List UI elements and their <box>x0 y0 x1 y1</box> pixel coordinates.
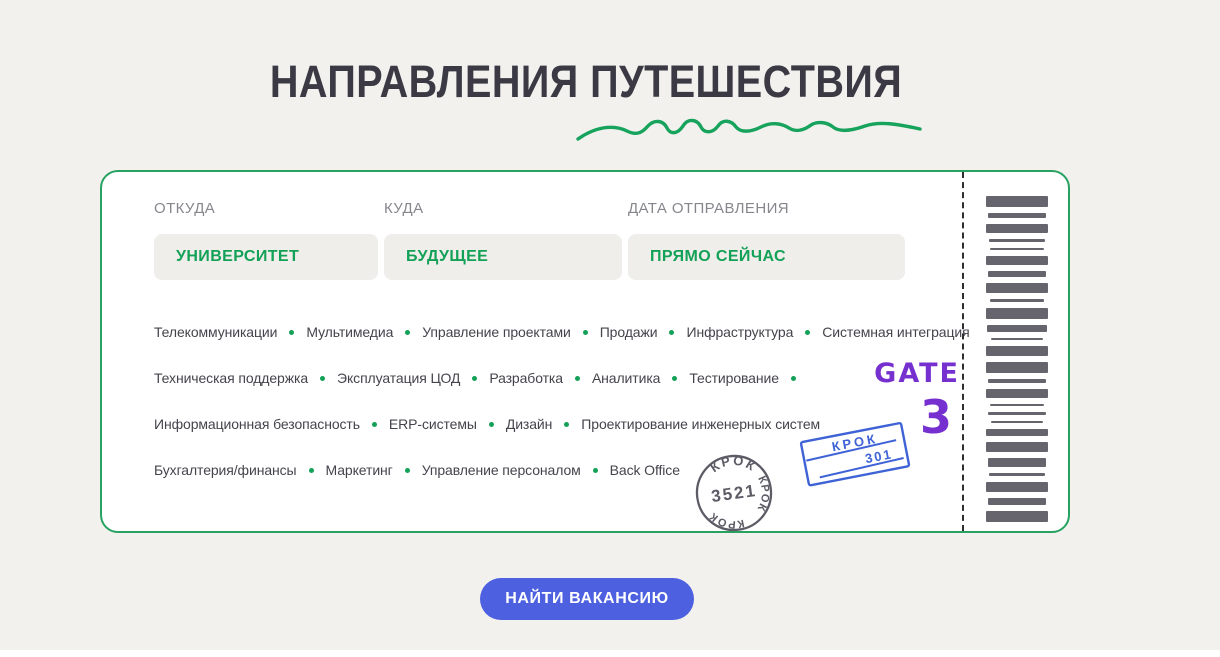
tag-row: Техническая поддержка Эксплуатация ЦОД Раз… <box>154 355 960 401</box>
tag-row: Информационная безопасность ERP-системы Ди… <box>154 401 960 447</box>
barcode-bar <box>986 482 1048 492</box>
tag-separator-dot <box>289 329 295 335</box>
direction-tag[interactable]: Инфраструктура <box>686 324 794 340</box>
tag-separator-dot <box>308 467 314 473</box>
svg-text:КРОК: КРОК <box>706 449 761 480</box>
date-select[interactable]: ПРЯМО СЕЙЧАС <box>628 234 905 280</box>
tag-separator-dot <box>790 375 796 381</box>
direction-tag[interactable]: Back Office <box>609 462 680 478</box>
barcode-bar <box>989 299 1045 302</box>
tag-separator-dot <box>472 375 478 381</box>
barcode-bar <box>986 256 1048 265</box>
direction-tag[interactable]: Разработка <box>489 370 563 386</box>
direction-tag[interactable]: Управление персоналом <box>421 462 581 478</box>
direction-tag[interactable]: Аналитика <box>591 370 661 386</box>
field-label-to: КУДА <box>384 200 424 217</box>
tag-separator-dot <box>405 329 411 335</box>
barcode-bar <box>987 412 1047 415</box>
direction-tag[interactable]: Проектирование инженерных систем <box>581 416 821 432</box>
barcode-bar <box>990 421 1044 423</box>
barcode-bar <box>990 248 1044 250</box>
rect-stamp-line2: 301 <box>864 446 894 466</box>
barcode-bar <box>986 224 1048 233</box>
barcode-bar <box>988 498 1046 505</box>
tag-separator-dot <box>574 375 580 381</box>
to-select[interactable]: БУДУЩЕЕ <box>384 234 622 280</box>
tag-separator-dot <box>805 329 811 335</box>
tag-separator-dot <box>592 467 598 473</box>
footer-strip <box>0 650 1220 657</box>
barcode-bar <box>989 239 1045 242</box>
krok-round-stamp: КРОК КРОК КРОК 3521 <box>695 449 774 534</box>
section-title: НАПРАВЛЕНИЯ ПУТЕШЕСТВИЯ <box>269 56 903 107</box>
ticket-perforation <box>962 172 964 531</box>
tag-row: Бухгалтерия/финансы Маркетинг Управление п… <box>154 447 960 493</box>
title-underline-squiggle <box>576 118 922 141</box>
barcode-bar <box>987 213 1047 218</box>
barcode-bar <box>986 308 1048 319</box>
barcode-bar <box>988 379 1046 383</box>
field-label-date: ДАТА ОТПРАВЛЕНИЯ <box>628 200 789 217</box>
round-stamp-number: 3521 <box>710 481 758 506</box>
direction-tag[interactable]: Информационная безопасность <box>154 416 360 432</box>
tag-separator-dot <box>404 467 410 473</box>
direction-tag[interactable]: Эксплуатация ЦОД <box>337 370 461 386</box>
krok-rect-stamp: КРОК 301 <box>799 422 911 487</box>
gate-number: 3 <box>919 390 952 444</box>
direction-tag[interactable]: Тестирование <box>689 370 779 386</box>
ticket-card: ОТКУДА КУДА ДАТА ОТПРАВЛЕНИЯ УНИВЕРСИТЕТ… <box>100 170 1070 534</box>
barcode-bar <box>990 338 1044 340</box>
tags-rows: Телекоммуникации Мультимедиа Управление пр… <box>154 309 970 493</box>
tag-separator-dot <box>669 329 675 335</box>
direction-tag[interactable]: Мультимедиа <box>306 324 394 340</box>
direction-tag[interactable]: ERP-системы <box>388 416 477 432</box>
direction-tag[interactable]: Техническая поддержка <box>154 370 309 386</box>
barcode-bar <box>986 196 1048 207</box>
tag-separator-dot <box>672 375 678 381</box>
barcode-bar <box>986 283 1048 293</box>
direction-tag[interactable]: Дизайн <box>505 416 553 432</box>
direction-tag[interactable]: Бухгалтерия/финансы <box>154 462 297 478</box>
barcode-bar <box>989 473 1045 476</box>
field-label-from: ОТКУДА <box>154 200 216 217</box>
direction-tag[interactable]: Системная интеграция <box>822 324 970 340</box>
barcode-bar <box>987 325 1047 332</box>
barcode-bar <box>986 346 1048 356</box>
barcode-bar <box>986 511 1048 522</box>
tag-row: Телекоммуникации Мультимедиа Управление пр… <box>154 309 970 355</box>
from-select[interactable]: УНИВЕРСИТЕТ <box>154 234 378 280</box>
find-vacancy-button[interactable]: НАЙТИ ВАКАНСИЮ <box>480 578 694 620</box>
barcode-bar <box>986 429 1048 436</box>
barcode <box>986 196 1048 528</box>
barcode-bar <box>986 389 1048 398</box>
direction-tag[interactable]: Продажи <box>599 324 658 340</box>
barcode-bar <box>987 458 1047 467</box>
direction-tag[interactable]: Управление проектами <box>422 324 571 340</box>
gate-label: GATE <box>874 358 960 389</box>
barcode-bar <box>986 362 1048 373</box>
tag-separator-dot <box>582 329 588 335</box>
tag-separator-dot <box>371 421 377 427</box>
round-stamp-top-text: КРОК <box>706 449 761 480</box>
direction-tag[interactable]: Маркетинг <box>325 462 393 478</box>
direction-tag[interactable]: Телекоммуникации <box>154 324 278 340</box>
tag-separator-dot <box>564 421 570 427</box>
barcode-bar <box>986 442 1048 452</box>
barcode-bar <box>988 271 1046 277</box>
tag-separator-dot <box>320 375 326 381</box>
tag-separator-dot <box>488 421 494 427</box>
barcode-bar <box>990 404 1044 406</box>
